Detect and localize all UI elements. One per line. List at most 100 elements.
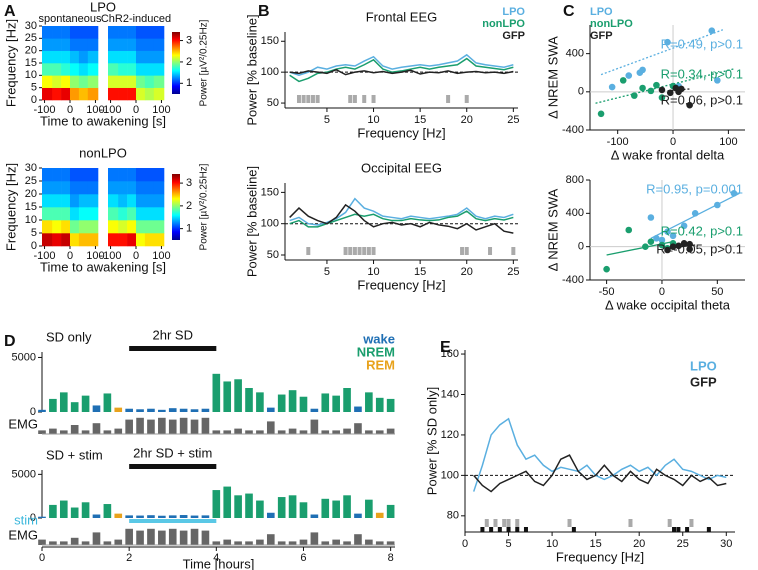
legend-entry: wake	[362, 331, 395, 346]
trace-bar	[38, 409, 46, 412]
emg-bar	[386, 428, 395, 434]
y-tick-label: 0	[578, 241, 584, 253]
heatmap-cell	[153, 181, 165, 195]
heatmap-cell	[78, 233, 89, 247]
significance-mark	[301, 95, 306, 103]
heatmap-cell	[52, 75, 62, 88]
heatmap-cell	[42, 168, 53, 182]
significance-mark	[515, 527, 520, 532]
point	[678, 85, 685, 93]
heatmap-cell	[144, 26, 155, 39]
heatmap-cell	[118, 233, 128, 247]
point	[639, 66, 646, 74]
trace-bar	[223, 381, 232, 412]
heatmap-cell	[153, 75, 165, 88]
emg-bar	[168, 419, 177, 434]
point	[608, 83, 616, 91]
significance-mark	[685, 527, 690, 532]
significance-mark	[493, 519, 498, 527]
point	[714, 77, 721, 84]
emg-bar	[354, 423, 362, 434]
point	[619, 77, 627, 84]
emg-bar	[288, 428, 297, 434]
annotation: R=0.95, p=0.001	[646, 181, 743, 196]
point	[686, 245, 693, 253]
trace-bar	[386, 398, 395, 412]
heatmap-cell	[144, 194, 155, 208]
significance-mark	[567, 519, 572, 527]
legend-entry: GFP	[690, 374, 717, 389]
y-tick-label: 800	[566, 174, 584, 186]
heatmap-cell	[136, 181, 146, 195]
heatmap-cell	[144, 181, 155, 195]
y-tick-label: -400	[562, 124, 584, 136]
y-tick-label: 150	[261, 186, 279, 198]
y-tick-label: 0	[30, 512, 36, 524]
significance-mark	[676, 527, 681, 532]
heatmap-cell	[144, 220, 155, 234]
significance-mark	[628, 519, 633, 527]
point	[647, 214, 655, 221]
emg-bar	[299, 430, 308, 434]
trace-bar	[288, 390, 297, 412]
emg-bar	[223, 539, 232, 545]
trace-bar	[103, 393, 112, 412]
emg-bar	[354, 534, 362, 545]
point	[597, 110, 605, 118]
heatmap-cell	[118, 63, 128, 76]
trace-bar	[332, 395, 340, 412]
panel-letter: E	[440, 339, 451, 356]
heatmap-cell	[153, 50, 165, 64]
emg-bar	[201, 530, 210, 545]
heatmap-cell	[136, 38, 146, 51]
point	[625, 226, 633, 234]
annotation: R=-0.05, p>0.1	[656, 241, 743, 256]
x-tick-label: 10	[367, 114, 379, 126]
subplot-title: Occipital EEG	[361, 160, 442, 175]
significance-mark	[306, 247, 311, 255]
heatmap-cell	[42, 75, 53, 88]
trace-bar	[81, 502, 90, 518]
point	[664, 38, 671, 46]
trace-bar	[59, 392, 68, 412]
x-axis-label: Time to awakening [s]	[40, 113, 166, 128]
significance-mark	[515, 519, 520, 527]
subplot-title: SD only	[46, 329, 92, 344]
x-tick-label: 20	[461, 114, 473, 126]
heatmap-cell	[42, 50, 53, 64]
heatmap-cell	[78, 220, 89, 234]
y-tick-label: 5000	[12, 468, 36, 480]
heatmap-cell	[153, 26, 165, 39]
y-tick-label: 100	[261, 218, 279, 230]
x-tick-label: -100	[100, 104, 122, 116]
heatmap-cell	[118, 75, 128, 88]
emg-bar	[256, 430, 264, 434]
x-tick-label: 6	[300, 552, 306, 564]
significance-mark	[371, 247, 376, 255]
x-tick-label: 0	[462, 538, 468, 550]
heatmap-cell	[61, 26, 71, 39]
point	[658, 86, 666, 94]
trace-bar	[343, 495, 351, 518]
x-tick-label: 50	[711, 286, 723, 298]
panel-letter: D	[4, 333, 16, 350]
y-tick-label: 10	[25, 214, 37, 226]
significance-mark	[480, 527, 485, 532]
series-line	[472, 417, 727, 492]
emg-bar	[147, 419, 155, 434]
point	[686, 240, 693, 248]
heatmap-cell	[127, 220, 137, 234]
y-tick-label: 15	[25, 57, 37, 69]
trace-bar	[299, 502, 308, 518]
x-tick-label: 2	[126, 552, 132, 564]
heatmap-cell	[78, 50, 89, 64]
emg-bar	[234, 541, 242, 545]
heatmap-cell	[87, 168, 99, 182]
significance-mark	[352, 247, 357, 255]
trace-bar	[92, 514, 101, 518]
legend-entry: LPO	[502, 6, 525, 18]
significance-mark	[489, 527, 494, 532]
heatmap-cell	[144, 63, 155, 76]
x-tick-label: -50	[599, 286, 615, 298]
emg-bar	[256, 539, 264, 545]
